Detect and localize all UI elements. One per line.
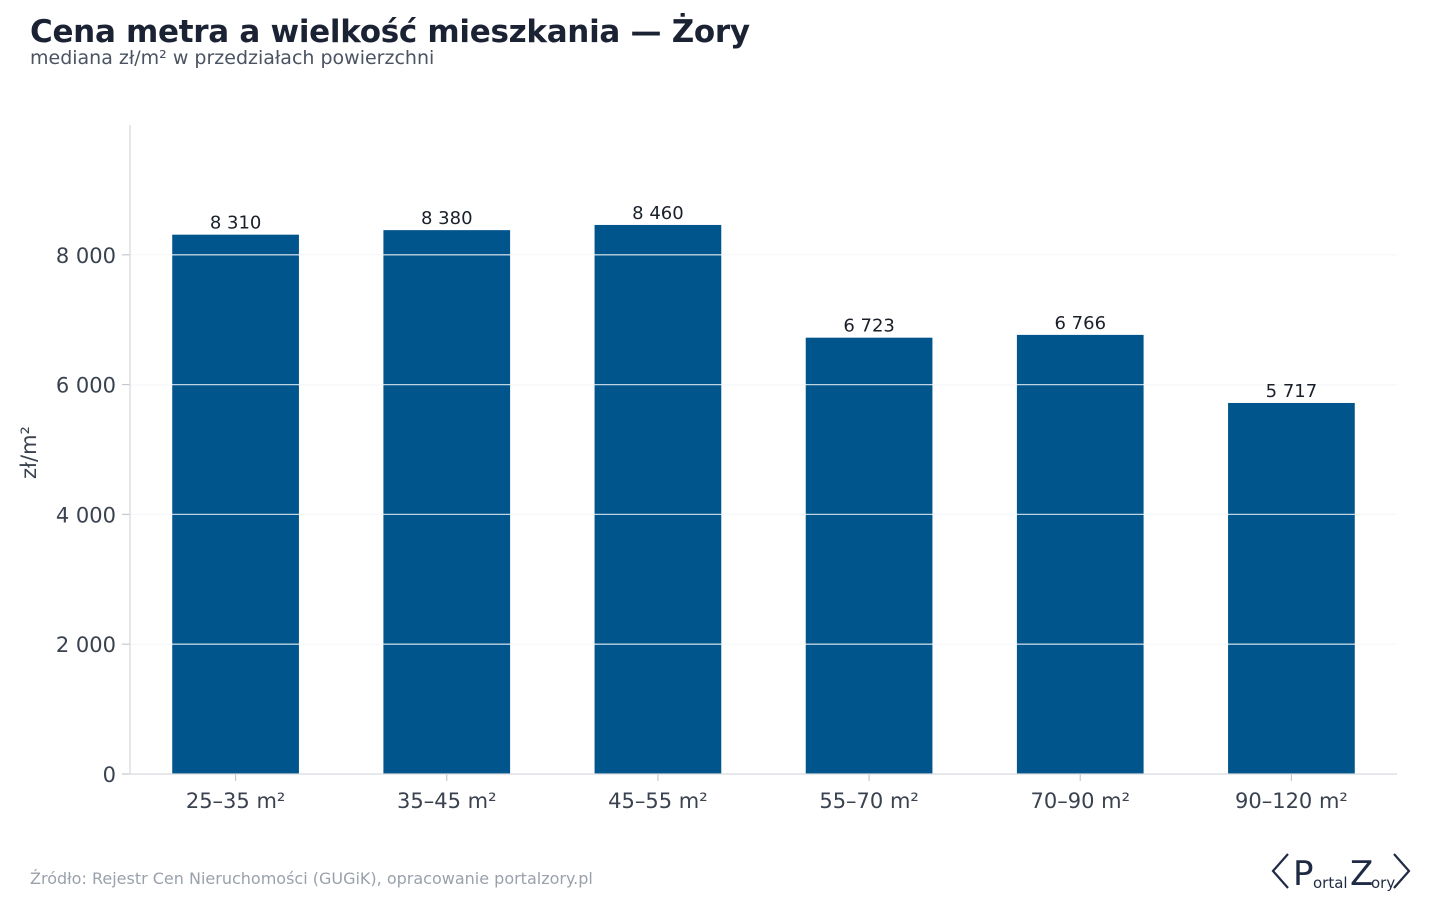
x-tick-label: 70–90 m²: [1031, 789, 1131, 813]
y-tick-label: 0: [103, 763, 116, 787]
portalzory-logo[interactable]: P ortal Z ory: [1268, 848, 1414, 894]
grid-overlay: [130, 254, 1397, 645]
bar-value-label: 6 723: [843, 316, 895, 337]
bar: [383, 230, 511, 774]
grid-lines: [130, 254, 1397, 645]
x-tick-label: 55–70 m²: [819, 789, 919, 813]
bar-value-label: 8 380: [421, 208, 473, 229]
y-tick-label: 4 000: [56, 503, 116, 527]
bar-value-label: 8 310: [210, 213, 262, 234]
source-note: Źródło: Rejestr Cen Nieruchomości (GUGiK…: [30, 869, 593, 888]
bar: [1228, 402, 1355, 774]
svg-text:P: P: [1293, 854, 1314, 894]
svg-text:ory: ory: [1371, 874, 1395, 892]
bars: [172, 224, 1355, 775]
x-tick-label: 90–120 m²: [1235, 789, 1348, 813]
svg-text:Z: Z: [1350, 854, 1373, 894]
bar: [1016, 334, 1144, 774]
bar-value-label: 5 717: [1266, 381, 1318, 402]
chart-title: Cena metra a wielkość mieszkania — Żory: [30, 14, 750, 50]
bar: [172, 234, 299, 774]
x-tick-label: 35–45 m²: [397, 789, 497, 813]
bar: [594, 224, 722, 775]
bar: [805, 337, 933, 774]
y-tick-label: 6 000: [56, 374, 116, 398]
bar-value-label: 8 460: [632, 203, 684, 224]
y-tick-label: 2 000: [56, 633, 116, 657]
axes: [122, 125, 1397, 781]
svg-text:ortal: ortal: [1313, 874, 1348, 892]
y-tick-label: 8 000: [56, 244, 116, 268]
y-axis-label: zł/m²: [17, 426, 41, 479]
x-tick-label: 25–35 m²: [186, 789, 286, 813]
labels: 0 2 000 4 000 6 000 8 000 8 310 25–35 m² 8 380 3…: [17, 203, 1348, 813]
x-tick-label: 45–55 m²: [608, 789, 708, 813]
bar-value-label: 6 766: [1054, 313, 1106, 334]
chevron-left-icon: [1271, 853, 1289, 889]
chart-subtitle: mediana zł/m² w przedziałach powierzchni: [30, 47, 435, 69]
chevron-right-icon: [1393, 853, 1411, 889]
